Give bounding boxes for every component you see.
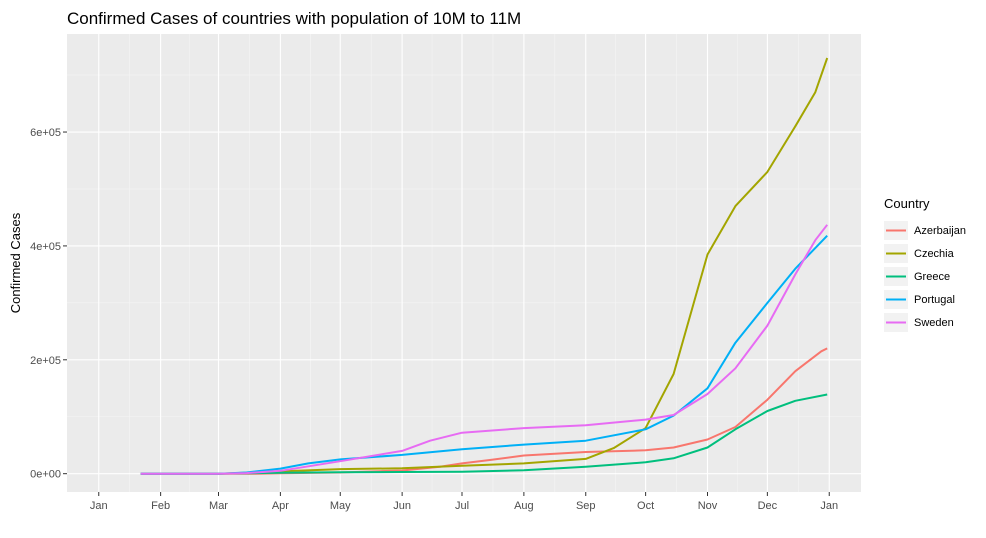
series-line-sweden xyxy=(140,224,828,475)
chart-title: Confirmed Cases of countries with popula… xyxy=(67,9,521,28)
y-axis: 0e+00 2e+05 4e+05 6e+05 xyxy=(30,127,67,481)
plot-panel xyxy=(67,34,861,492)
y-tick-label: 4e+05 xyxy=(30,241,61,253)
y-axis-title: Confirmed Cases xyxy=(8,212,23,313)
legend-title: Country xyxy=(884,196,930,211)
x-tick-label: Jul xyxy=(455,500,469,512)
legend-label-greece: Greece xyxy=(914,271,950,283)
legend-label-sweden: Sweden xyxy=(914,317,954,329)
x-tick-label: Dec xyxy=(758,500,778,512)
x-tick-label: Feb xyxy=(151,500,170,512)
legend-label-azerbaijan: Azerbaijan xyxy=(914,225,966,237)
x-tick-label: Aug xyxy=(514,500,534,512)
x-tick-label: Nov xyxy=(698,500,718,512)
y-tick-label: 0e+00 xyxy=(30,469,61,481)
legend-label-portugal: Portugal xyxy=(914,294,955,306)
legend: Azerbaijan Czechia Greece Portugal Sweden xyxy=(884,221,966,332)
x-tick-label: Jan xyxy=(90,500,108,512)
x-tick-label: Jan xyxy=(820,500,838,512)
x-axis: Jan Feb Mar Apr May Jun Jul Aug Sep Oct Nov Dec Jan xyxy=(90,492,838,512)
series-line-portugal xyxy=(140,235,828,475)
x-tick-label: Mar xyxy=(209,500,228,512)
minor-gridlines xyxy=(67,34,861,492)
x-tick-label: Sep xyxy=(576,500,596,512)
series-line-greece xyxy=(140,393,828,475)
x-tick-label: Jun xyxy=(393,500,411,512)
x-tick-label: May xyxy=(330,500,351,512)
y-tick-label: 2e+05 xyxy=(30,355,61,367)
y-tick-label: 6e+05 xyxy=(30,127,61,139)
legend-label-czechia: Czechia xyxy=(914,248,955,260)
major-gridlines xyxy=(67,34,861,492)
x-tick-label: Apr xyxy=(272,500,289,512)
series-lines xyxy=(140,57,829,475)
x-tick-label: Oct xyxy=(637,500,654,512)
series-line-czechia xyxy=(140,57,829,475)
